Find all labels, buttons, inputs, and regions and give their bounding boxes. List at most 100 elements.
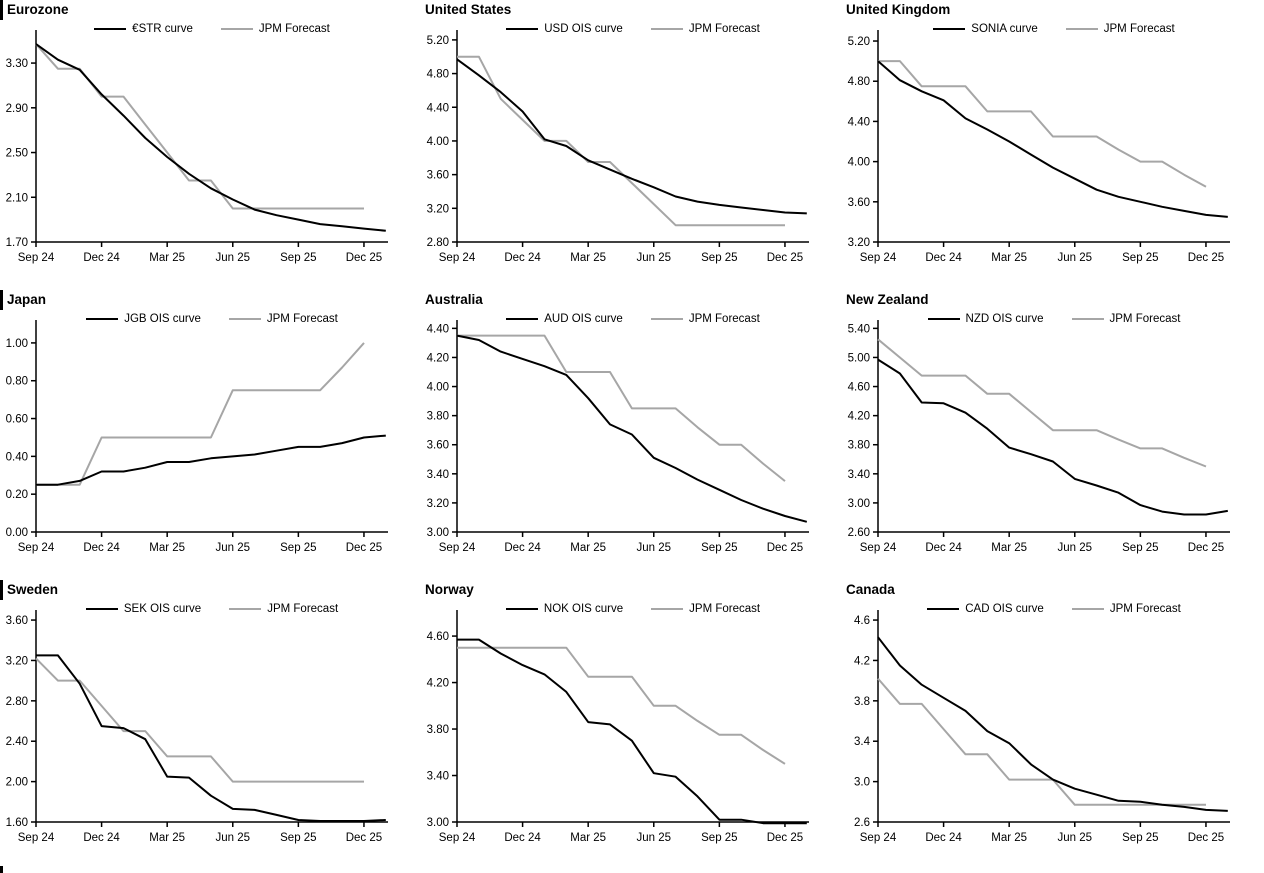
chart-plot: 2.6 3.0 3.4 3.8 4.2 4.6 Sep 24 Dec 24 Mar 25 Jun … xyxy=(854,610,1230,844)
svg-text:Dec 24: Dec 24 xyxy=(83,542,120,554)
svg-text:Sep 24: Sep 24 xyxy=(860,542,897,554)
chart-card: Japan 0.00 0.20 0.40 0.60 0.80 1.00 Sep 24 Dec … xyxy=(0,290,421,580)
chart-card: United Kingdom 3.20 3.60 4.00 4.40 4.80 5.20 S… xyxy=(842,0,1264,290)
svg-text:2.6: 2.6 xyxy=(854,817,870,829)
svg-text:2.10: 2.10 xyxy=(6,192,28,204)
svg-text:Dec 25: Dec 25 xyxy=(346,542,382,554)
svg-text:Sep 25: Sep 25 xyxy=(701,252,737,264)
svg-text:Dec 24: Dec 24 xyxy=(504,542,541,554)
svg-text:Dec 24: Dec 24 xyxy=(504,832,541,844)
svg-text:4.00: 4.00 xyxy=(427,382,449,394)
svg-text:3.20: 3.20 xyxy=(427,498,449,510)
svg-text:Sep 25: Sep 25 xyxy=(280,252,316,264)
svg-text:Sep 24: Sep 24 xyxy=(439,252,476,264)
svg-text:3.0: 3.0 xyxy=(854,777,870,789)
svg-text:3.20: 3.20 xyxy=(848,237,870,249)
svg-text:Dec 25: Dec 25 xyxy=(1188,252,1224,264)
svg-text:4.20: 4.20 xyxy=(427,352,449,364)
chart-plot: 3.00 3.20 3.40 3.60 3.80 4.00 4.20 4.40 Sep 24 De… xyxy=(427,320,809,554)
svg-text:0.20: 0.20 xyxy=(6,489,28,501)
svg-text:Sep 24: Sep 24 xyxy=(439,542,476,554)
svg-text:4.60: 4.60 xyxy=(427,631,449,643)
chart-title: United States xyxy=(425,2,512,17)
svg-text:3.60: 3.60 xyxy=(848,197,870,209)
svg-text:Dec 25: Dec 25 xyxy=(767,542,803,554)
svg-text:5.20: 5.20 xyxy=(848,36,870,48)
svg-text:5.20: 5.20 xyxy=(427,35,449,47)
svg-text:Sep 25: Sep 25 xyxy=(701,542,737,554)
svg-text:4.80: 4.80 xyxy=(427,69,449,81)
svg-text:Dec 25: Dec 25 xyxy=(1188,832,1224,844)
svg-text:Mar 25: Mar 25 xyxy=(991,252,1027,264)
svg-text:Jun 25: Jun 25 xyxy=(216,542,251,554)
chart-card: New Zealand 2.60 3.00 3.40 3.80 4.20 4.60 5.00… xyxy=(842,290,1264,580)
svg-text:5.40: 5.40 xyxy=(848,323,870,335)
svg-text:Jun 25: Jun 25 xyxy=(216,832,251,844)
svg-text:Mar 25: Mar 25 xyxy=(570,252,606,264)
svg-text:Sep 24: Sep 24 xyxy=(439,832,476,844)
svg-text:3.00: 3.00 xyxy=(848,498,870,510)
chart-plot: 0.00 0.20 0.40 0.60 0.80 1.00 Sep 24 Dec 24 Mar … xyxy=(6,320,388,554)
svg-text:Mar 25: Mar 25 xyxy=(570,832,606,844)
svg-text:Dec 24: Dec 24 xyxy=(83,252,120,264)
svg-text:3.4: 3.4 xyxy=(854,736,871,748)
svg-text:Dec 24: Dec 24 xyxy=(504,252,541,264)
svg-text:Jun 25: Jun 25 xyxy=(637,542,672,554)
svg-text:Dec 24: Dec 24 xyxy=(925,832,962,844)
svg-text:Jun 25: Jun 25 xyxy=(1058,252,1093,264)
svg-text:4.40: 4.40 xyxy=(427,323,449,335)
svg-text:3.80: 3.80 xyxy=(848,440,870,452)
chart-title: Australia xyxy=(425,292,483,307)
chart-plot: 2.60 3.00 3.40 3.80 4.20 4.60 5.00 5.40 Sep 24 De… xyxy=(848,320,1230,554)
svg-text:0.00: 0.00 xyxy=(6,527,28,539)
svg-text:3.00: 3.00 xyxy=(427,527,449,539)
chart-card: Australia 3.00 3.20 3.40 3.60 3.80 4.00 4.20 4.… xyxy=(421,290,842,580)
svg-text:3.40: 3.40 xyxy=(848,469,870,481)
chart-title: Eurozone xyxy=(0,0,421,20)
svg-text:4.40: 4.40 xyxy=(848,116,870,128)
svg-text:0.40: 0.40 xyxy=(6,451,28,463)
svg-text:Sep 24: Sep 24 xyxy=(18,542,55,554)
chart-plot: 3.20 3.60 4.00 4.40 4.80 5.20 Sep 24 Dec 24 Mar … xyxy=(848,30,1230,264)
svg-text:1.00: 1.00 xyxy=(6,338,28,350)
svg-text:3.40: 3.40 xyxy=(427,771,449,783)
chart-title: United Kingdom xyxy=(846,2,951,17)
svg-text:Dec 25: Dec 25 xyxy=(767,832,803,844)
svg-text:1.60: 1.60 xyxy=(6,817,28,829)
svg-text:Dec 25: Dec 25 xyxy=(346,252,382,264)
svg-text:Sep 25: Sep 25 xyxy=(1122,252,1158,264)
svg-text:Sep 25: Sep 25 xyxy=(280,542,316,554)
svg-text:Dec 25: Dec 25 xyxy=(346,832,382,844)
chart-card: United States 2.80 3.20 3.60 4.00 4.40 4.80 5.… xyxy=(421,0,842,290)
svg-text:2.80: 2.80 xyxy=(6,696,28,708)
chart-card: Sweden 1.60 2.00 2.40 2.80 3.20 3.60 Sep 24 Dec… xyxy=(0,580,421,873)
svg-text:3.20: 3.20 xyxy=(6,655,28,667)
svg-text:Sep 25: Sep 25 xyxy=(1122,832,1158,844)
svg-text:3.60: 3.60 xyxy=(427,170,449,182)
chart-title: Norway xyxy=(425,582,474,597)
svg-text:3.40: 3.40 xyxy=(427,469,449,481)
svg-text:4.00: 4.00 xyxy=(427,136,449,148)
svg-text:3.60: 3.60 xyxy=(427,440,449,452)
svg-text:2.60: 2.60 xyxy=(848,527,870,539)
chart-card: Norway 3.00 3.40 3.80 4.20 4.60 Sep 24 Dec 24 M… xyxy=(421,580,842,873)
chart-title: Japan xyxy=(0,290,421,310)
svg-text:4.20: 4.20 xyxy=(848,411,870,423)
svg-text:Mar 25: Mar 25 xyxy=(149,542,185,554)
svg-text:2.40: 2.40 xyxy=(6,736,28,748)
chart-card: Canada 2.6 3.0 3.4 3.8 4.2 4.6 Sep 24 Dec 24 Mar… xyxy=(842,580,1264,873)
svg-text:Sep 24: Sep 24 xyxy=(18,252,55,264)
svg-text:4.80: 4.80 xyxy=(848,76,870,88)
svg-text:3.00: 3.00 xyxy=(427,817,449,829)
svg-text:5.00: 5.00 xyxy=(848,352,870,364)
svg-text:2.00: 2.00 xyxy=(6,777,28,789)
svg-text:4.2: 4.2 xyxy=(854,655,870,667)
svg-text:4.40: 4.40 xyxy=(427,102,449,114)
svg-text:Mar 25: Mar 25 xyxy=(991,542,1027,554)
svg-text:Dec 24: Dec 24 xyxy=(925,252,962,264)
svg-text:Jun 25: Jun 25 xyxy=(637,832,672,844)
svg-text:Mar 25: Mar 25 xyxy=(570,542,606,554)
svg-text:1.70: 1.70 xyxy=(6,237,28,249)
